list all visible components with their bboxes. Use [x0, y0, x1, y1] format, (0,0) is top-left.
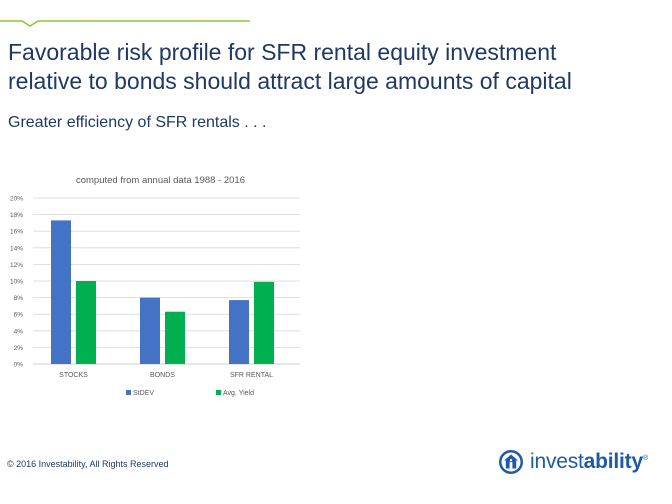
y-tick-label: 18% [10, 212, 23, 219]
copyright-notice: © 2016 Investability, All Rights Reserve… [7, 459, 169, 469]
slide-title: Favorable risk profile for SFR rental eq… [8, 38, 658, 96]
logo-registered-mark: ® [642, 455, 648, 462]
bar [165, 311, 185, 364]
investability-logo: investability® [498, 449, 648, 475]
y-tick-label: 12% [10, 262, 23, 269]
y-tick-label: 16% [10, 229, 23, 236]
bar-chart: computed from annual data 1988 - 2016 0% 2… [10, 175, 300, 397]
title-line-2: relative to bonds should attract large a… [8, 68, 572, 94]
legend-swatch [126, 390, 131, 395]
y-tick-label: 6% [14, 312, 24, 319]
logo-text-light: invest [530, 450, 584, 473]
x-tick-label: BONDS [150, 372, 175, 379]
chart-title: computed from annual data 1988 - 2016 [76, 175, 245, 186]
slide-subtitle: Greater efficiency of SFR rentals . . . [8, 114, 267, 131]
legend-label: StDEV [133, 390, 154, 397]
legend-label: Avg. Yield [223, 390, 254, 397]
x-tick-label: SFR RENTAL [230, 372, 273, 379]
x-tick-label: STOCKS [59, 372, 88, 379]
logo-text-bold: ability [583, 450, 643, 473]
bar [140, 297, 160, 364]
y-tick-label: 4% [14, 328, 24, 335]
top-accent-line [0, 20, 250, 27]
bar [76, 281, 96, 364]
bar [254, 281, 274, 364]
bar [51, 220, 71, 364]
y-tick-label: 2% [14, 345, 24, 352]
bar [229, 300, 249, 364]
title-line-1: Favorable risk profile for SFR rental eq… [8, 39, 557, 65]
y-tick-label: 0% [14, 362, 24, 369]
y-tick-label: 8% [14, 295, 24, 302]
legend-swatch [216, 390, 221, 395]
y-tick-label: 20% [10, 196, 23, 203]
y-tick-label: 14% [10, 245, 23, 252]
y-tick-label: 10% [10, 279, 23, 286]
logo-wordmark: investability® [530, 450, 648, 474]
house-logo-icon [499, 450, 523, 474]
